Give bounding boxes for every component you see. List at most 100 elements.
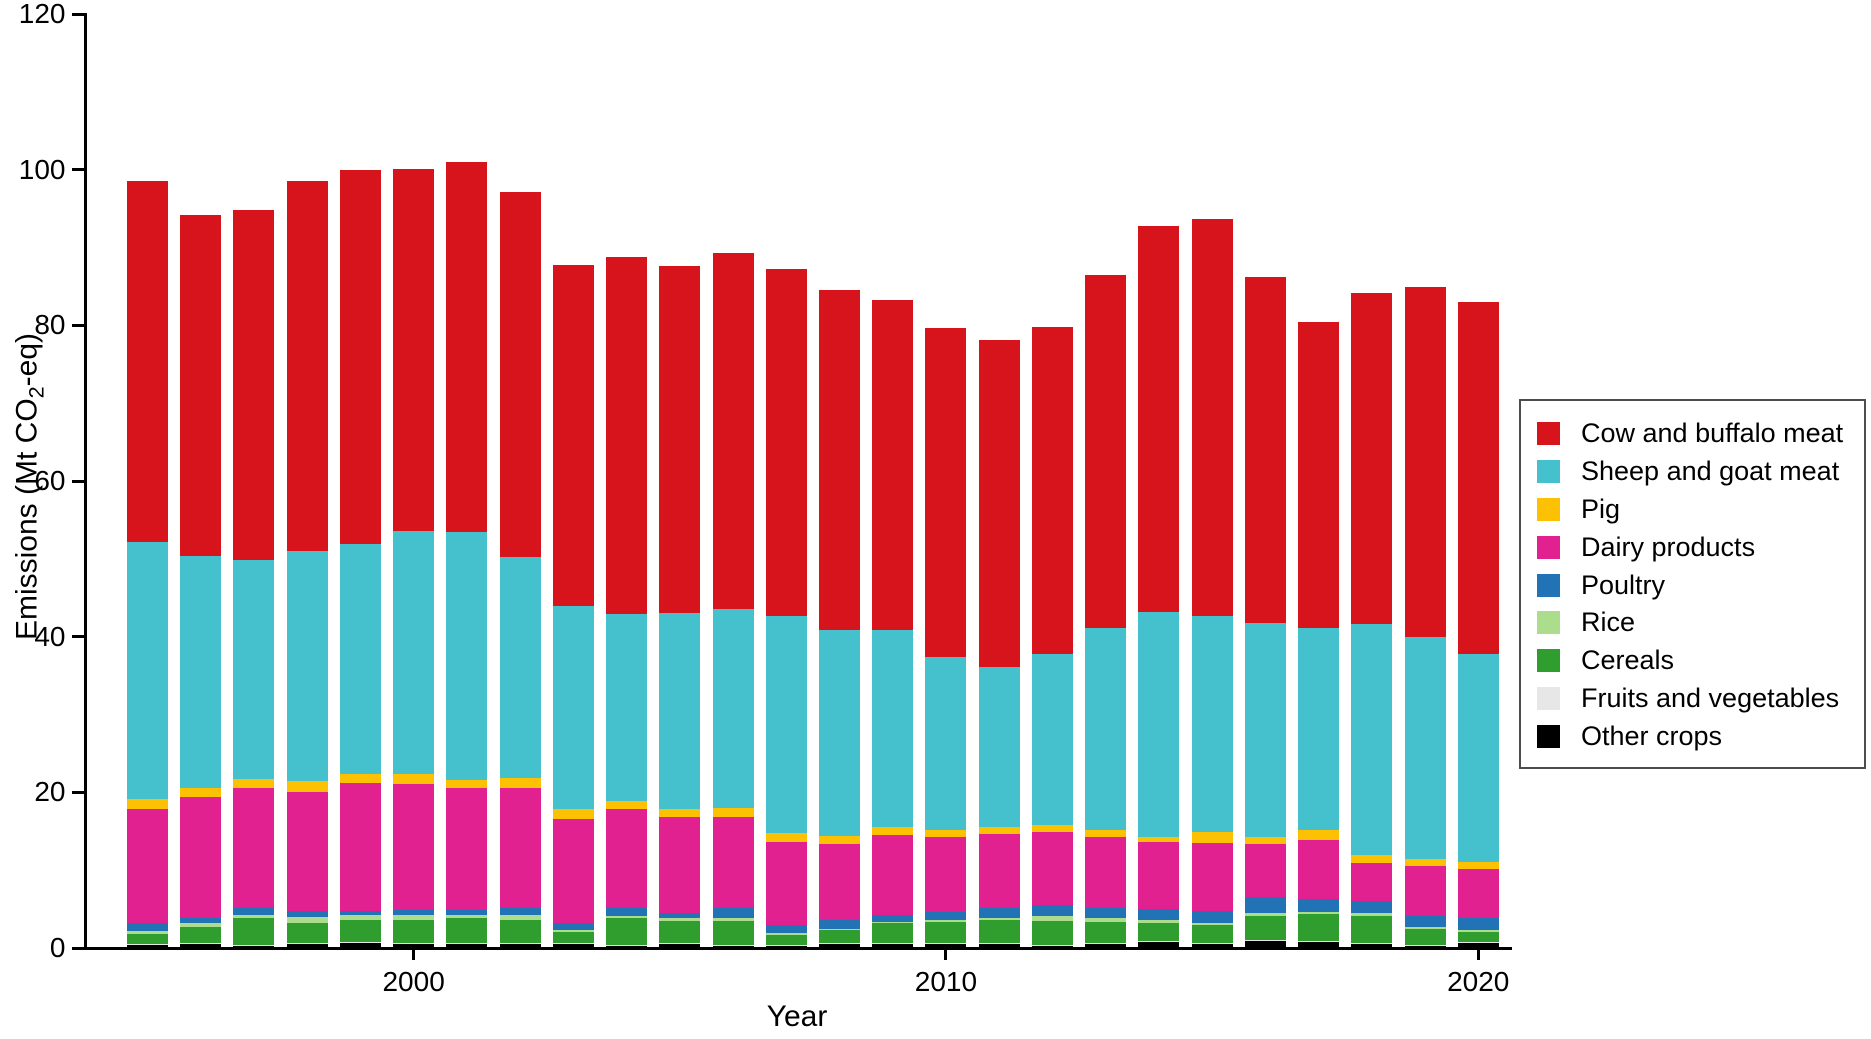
- bar-1997-segment-pig: [233, 779, 275, 788]
- bar-1995-segment-pig: [127, 798, 168, 809]
- bar-2002-segment-sheep-and-goat-meat: [499, 557, 541, 778]
- legend-label: Cereals: [1581, 645, 1675, 676]
- bar-2019: [1404, 14, 1446, 948]
- legend-swatch-icon: [1537, 724, 1560, 748]
- bar-2002-segment-fruits-and-vegetables: [499, 942, 541, 944]
- bar-2014-segment-rice: [1138, 919, 1180, 924]
- bar-1995-segment-fruits-and-vegetables: [127, 944, 168, 946]
- bar-2012-segment-cow-and-buffalo-meat: [1031, 326, 1073, 654]
- legend-item-cow-and-buffalo-meat: Cow and buffalo meat: [1537, 415, 1864, 453]
- legend-swatch-icon: [1537, 611, 1560, 635]
- bar-2005-segment-poultry: [659, 912, 701, 919]
- bar-2016-segment-other-crops: [1244, 940, 1286, 948]
- bar-2002: [499, 14, 541, 948]
- bar-2002-segment-rice: [499, 915, 541, 920]
- bar-2003-segment-pig: [552, 809, 594, 819]
- bar-2020-segment-pig: [1457, 861, 1499, 870]
- bar-2010-segment-rice: [925, 919, 967, 923]
- bar-2017-segment-sheep-and-goat-meat: [1298, 628, 1340, 831]
- bar-1998-segment-other-crops: [286, 943, 328, 948]
- bar-2005: [659, 14, 701, 948]
- bar-1998-segment-sheep-and-goat-meat: [286, 551, 328, 781]
- bar-2020: [1457, 14, 1499, 948]
- bar-2006-segment-poultry: [712, 908, 754, 918]
- bar-2009-segment-rice: [872, 921, 914, 924]
- bar-2006-segment-cow-and-buffalo-meat: [712, 252, 754, 609]
- y-axis-title-subscript: 2: [23, 386, 49, 399]
- bar-2000-segment-poultry: [393, 909, 435, 916]
- legend-swatch-icon: [1537, 573, 1560, 597]
- bar-2005-segment-other-crops: [659, 943, 701, 948]
- bar-2001-segment-fruits-and-vegetables: [446, 943, 488, 945]
- y-tick-label-100: 100: [18, 153, 66, 185]
- bar-1999-segment-cereals: [339, 919, 381, 942]
- bar-2020-segment-cereals: [1457, 931, 1499, 942]
- bar-2001-segment-cow-and-buffalo-meat: [446, 161, 488, 533]
- bar-1996-segment-dairy-products: [180, 797, 222, 918]
- y-tick-label-120: 120: [18, 0, 66, 29]
- bar-2011-segment-other-crops: [978, 943, 1020, 948]
- bar-2014-segment-poultry: [1138, 909, 1180, 920]
- legend-swatch-icon: [1537, 686, 1560, 710]
- bar-2009-segment-fruits-and-vegetables: [872, 942, 914, 944]
- bar-2020-segment-rice: [1457, 930, 1499, 932]
- legend-item-rice: Rice: [1537, 604, 1864, 642]
- bar-2015: [1191, 14, 1233, 948]
- bar-2004-segment-cereals: [606, 918, 648, 945]
- bar-2003-segment-rice: [552, 930, 594, 932]
- legend-swatch-icon: [1537, 497, 1560, 521]
- bar-2007-segment-poultry: [765, 924, 807, 934]
- bar-2014-segment-fruits-and-vegetables: [1138, 940, 1180, 942]
- x-tick-label-2000: 2000: [382, 966, 445, 997]
- bar-2004-segment-poultry: [606, 908, 648, 917]
- bar-2014-segment-cereals: [1138, 923, 1180, 941]
- bar-2014-segment-dairy-products: [1138, 842, 1180, 910]
- legend-label: Sheep and goat meat: [1581, 456, 1840, 487]
- bar-2015-segment-dairy-products: [1191, 842, 1233, 912]
- bar-2011-segment-pig: [978, 826, 1020, 834]
- bar-1997-segment-cereals: [233, 918, 275, 945]
- bar-2020-segment-sheep-and-goat-meat: [1457, 653, 1499, 862]
- bar-2017-segment-dairy-products: [1298, 839, 1340, 899]
- bar-2019-segment-fruits-and-vegetables: [1404, 944, 1446, 946]
- bar-2017-segment-fruits-and-vegetables: [1298, 940, 1340, 942]
- bar-2002-segment-pig: [499, 777, 541, 789]
- y-tick-mark-80: [71, 323, 85, 327]
- bar-2017-segment-poultry: [1298, 898, 1340, 913]
- y-axis-line: [84, 13, 87, 949]
- bar-2004-segment-rice: [606, 916, 648, 919]
- bar-1997-segment-rice: [233, 914, 275, 919]
- bar-2011-segment-dairy-products: [978, 833, 1020, 909]
- bar-2008-segment-cow-and-buffalo-meat: [818, 290, 860, 631]
- bar-1999-segment-rice: [339, 915, 381, 920]
- bar-2004-segment-pig: [606, 800, 648, 810]
- bar-2009-segment-pig: [872, 827, 914, 836]
- bar-2009-segment-other-crops: [872, 943, 914, 948]
- bar-1996-segment-pig: [180, 788, 222, 797]
- bar-2016-segment-pig: [1244, 836, 1286, 845]
- bar-2004-segment-other-crops: [606, 945, 648, 948]
- bar-2007-segment-cow-and-buffalo-meat: [765, 269, 807, 617]
- bar-2012-segment-dairy-products: [1031, 832, 1073, 906]
- bar-2010: [925, 14, 967, 948]
- bar-2018-segment-fruits-and-vegetables: [1351, 942, 1393, 944]
- bar-2008-segment-sheep-and-goat-meat: [818, 630, 860, 836]
- bar-2010-segment-pig: [925, 829, 967, 838]
- bar-2000-segment-rice: [393, 915, 435, 920]
- bar-2019-segment-cow-and-buffalo-meat: [1404, 287, 1446, 637]
- bar-2005-segment-cow-and-buffalo-meat: [659, 266, 701, 613]
- bar-2015-segment-poultry: [1191, 911, 1233, 924]
- y-tick-label-40: 40: [34, 620, 66, 652]
- bar-2006-segment-other-crops: [712, 945, 754, 948]
- bar-2020-segment-poultry: [1457, 918, 1499, 931]
- bar-2008-segment-cereals: [818, 930, 860, 944]
- bar-2016-segment-fruits-and-vegetables: [1244, 940, 1286, 942]
- bar-2019-segment-dairy-products: [1404, 866, 1446, 917]
- bar-2015-segment-cereals: [1191, 925, 1233, 943]
- bar-1996-segment-poultry: [180, 917, 222, 924]
- x-axis-line: [84, 947, 1512, 950]
- bar-2011-segment-fruits-and-vegetables: [978, 942, 1020, 944]
- bar-2020-segment-cow-and-buffalo-meat: [1457, 301, 1499, 654]
- x-tick-label-2010: 2010: [914, 966, 978, 997]
- bar-2012-segment-rice: [1031, 916, 1073, 921]
